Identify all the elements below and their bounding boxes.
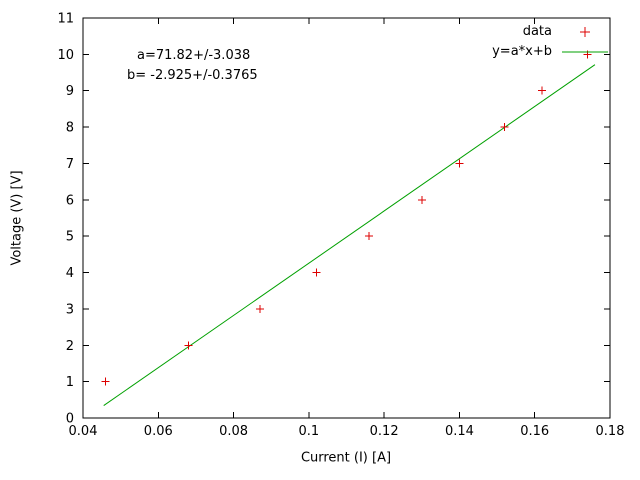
y-tick-label: 5 [66,230,74,245]
y-tick-label: 1 [66,375,74,390]
fit-line [103,64,596,406]
y-axis-title: Voltage (V) [V] [9,170,25,266]
y-tick-label: 4 [66,266,74,281]
fit-parameter-a-annotation: a=71.82+/-3.038 [137,48,251,63]
x-tick-label: 0.12 [370,424,399,439]
x-tick-label: 0.1 [299,424,320,439]
y-tick-label: 10 [57,48,74,63]
legend-entry-fit: y=a*x+b [492,43,608,60]
y-tick-label: 6 [66,193,74,208]
x-tick-label: 0.08 [219,424,248,439]
plot-border [82,17,611,419]
line-sample-icon [562,50,608,54]
y-tick-label: 7 [66,157,74,172]
legend-entry-data: data [492,23,608,40]
x-tick-label: 0.18 [596,424,625,439]
fit-parameter-b-annotation: b= -2.925+/-0.3765 [127,68,258,83]
y-tick-label: 2 [66,339,74,354]
y-tick-label: 8 [66,121,74,136]
x-axis-title: Current (I) [A] [300,450,392,466]
y-tick-label: 9 [66,84,74,99]
legend-label-fit: y=a*x+b [492,44,552,59]
x-tick-label: 0.06 [144,424,173,439]
y-tick-label: 3 [66,302,74,317]
legend: data y=a*x+b [492,23,608,60]
legend-label-data: data [522,24,552,39]
y-tick-label: 11 [57,12,74,27]
y-tick-label: 0 [66,412,74,427]
x-tick-label: 0.04 [69,424,98,439]
x-tick-label: 0.14 [445,424,474,439]
x-tick-label: 0.16 [520,424,549,439]
plus-marker-icon [562,26,608,38]
